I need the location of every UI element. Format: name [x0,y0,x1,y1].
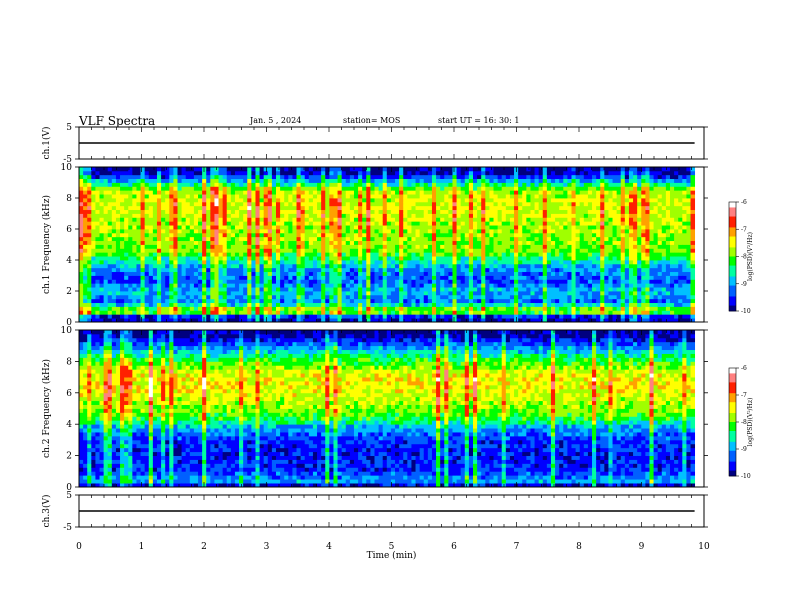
y-tick-label: 10 [61,326,73,336]
y-tick-label: 4 [66,420,72,430]
colorbar-1: -6 -7 -8 -9 -10 log(PSD)(V²/Hz) [728,199,754,315]
date-label: Jan. 5 , 2024 [250,116,302,125]
colorbar-tick-label: -10 [741,473,751,480]
x-tick-label: 6 [451,542,457,552]
station-label: station= MOS [343,116,401,125]
x-tick-label: 8 [576,542,582,552]
colorbar-tick-label: -9 [741,446,747,453]
y-axis-label: ch.1 Frequency (kHz) [41,195,52,294]
x-tick-label: 4 [326,542,332,552]
y-axis-label: ch.2 Frequency (kHz) [41,359,52,458]
x-tick-label: 5 [389,542,395,552]
colorbar-tick-label: -6 [741,199,747,206]
y-tick-label: -5 [63,155,72,165]
colorbar-2: -6 -7 -8 -9 -10 log(PSD)(V²/Hz) [728,365,754,480]
x-axis-label: Time (min) [367,550,417,561]
x-tick-label: 3 [264,542,270,552]
colorbar-tick-label: -10 [741,308,751,315]
y-tick-label: 8 [66,194,72,204]
colorbar-tick-label: -8 [741,419,747,426]
y-tick-label: 2 [66,452,72,462]
y-tick-label: 5 [66,123,72,133]
x-tick-label: 9 [639,542,645,552]
x-tick-label: 7 [514,542,520,552]
start-time-label: start UT = 16: 30: 1 [438,116,520,125]
y-tick-label: 6 [66,225,72,235]
y-tick-label: 4 [66,256,72,266]
colorbar-label: log(PSD)(V²/Hz) [747,398,754,447]
spectrogram-ch1 [79,167,696,323]
y-axis-label: ch.3(V) [41,495,52,528]
colorbar-tick-label: -7 [741,392,747,399]
chart-title: VLF Spectra [79,114,156,128]
y-axis-label: ch.1(V) [41,127,52,160]
colorbar-tick-label: -8 [741,254,747,261]
y-tick-label: 5 [66,491,72,501]
y-tick-label: 2 [66,287,72,297]
spectrogram-ch2 [79,330,696,488]
colorbar-label: log(PSD)(V²/Hz) [747,232,754,281]
x-tick-label: 1 [139,542,145,552]
y-tick-label: 8 [66,357,72,367]
x-tick-label: 0 [76,542,82,552]
colorbar-tick-label: -9 [741,281,747,288]
y-tick-label: 0 [66,318,72,328]
y-tick-label: -5 [63,523,72,533]
colorbar-tick-label: -7 [741,226,747,233]
y-tick-label: 0 [66,483,72,493]
x-tick-label: 2 [201,542,207,552]
y-tick-label: 6 [66,389,72,399]
y-tick-label: 10 [61,163,73,173]
x-tick-label: 10 [698,542,710,552]
colorbar-tick-label: -6 [741,365,747,372]
